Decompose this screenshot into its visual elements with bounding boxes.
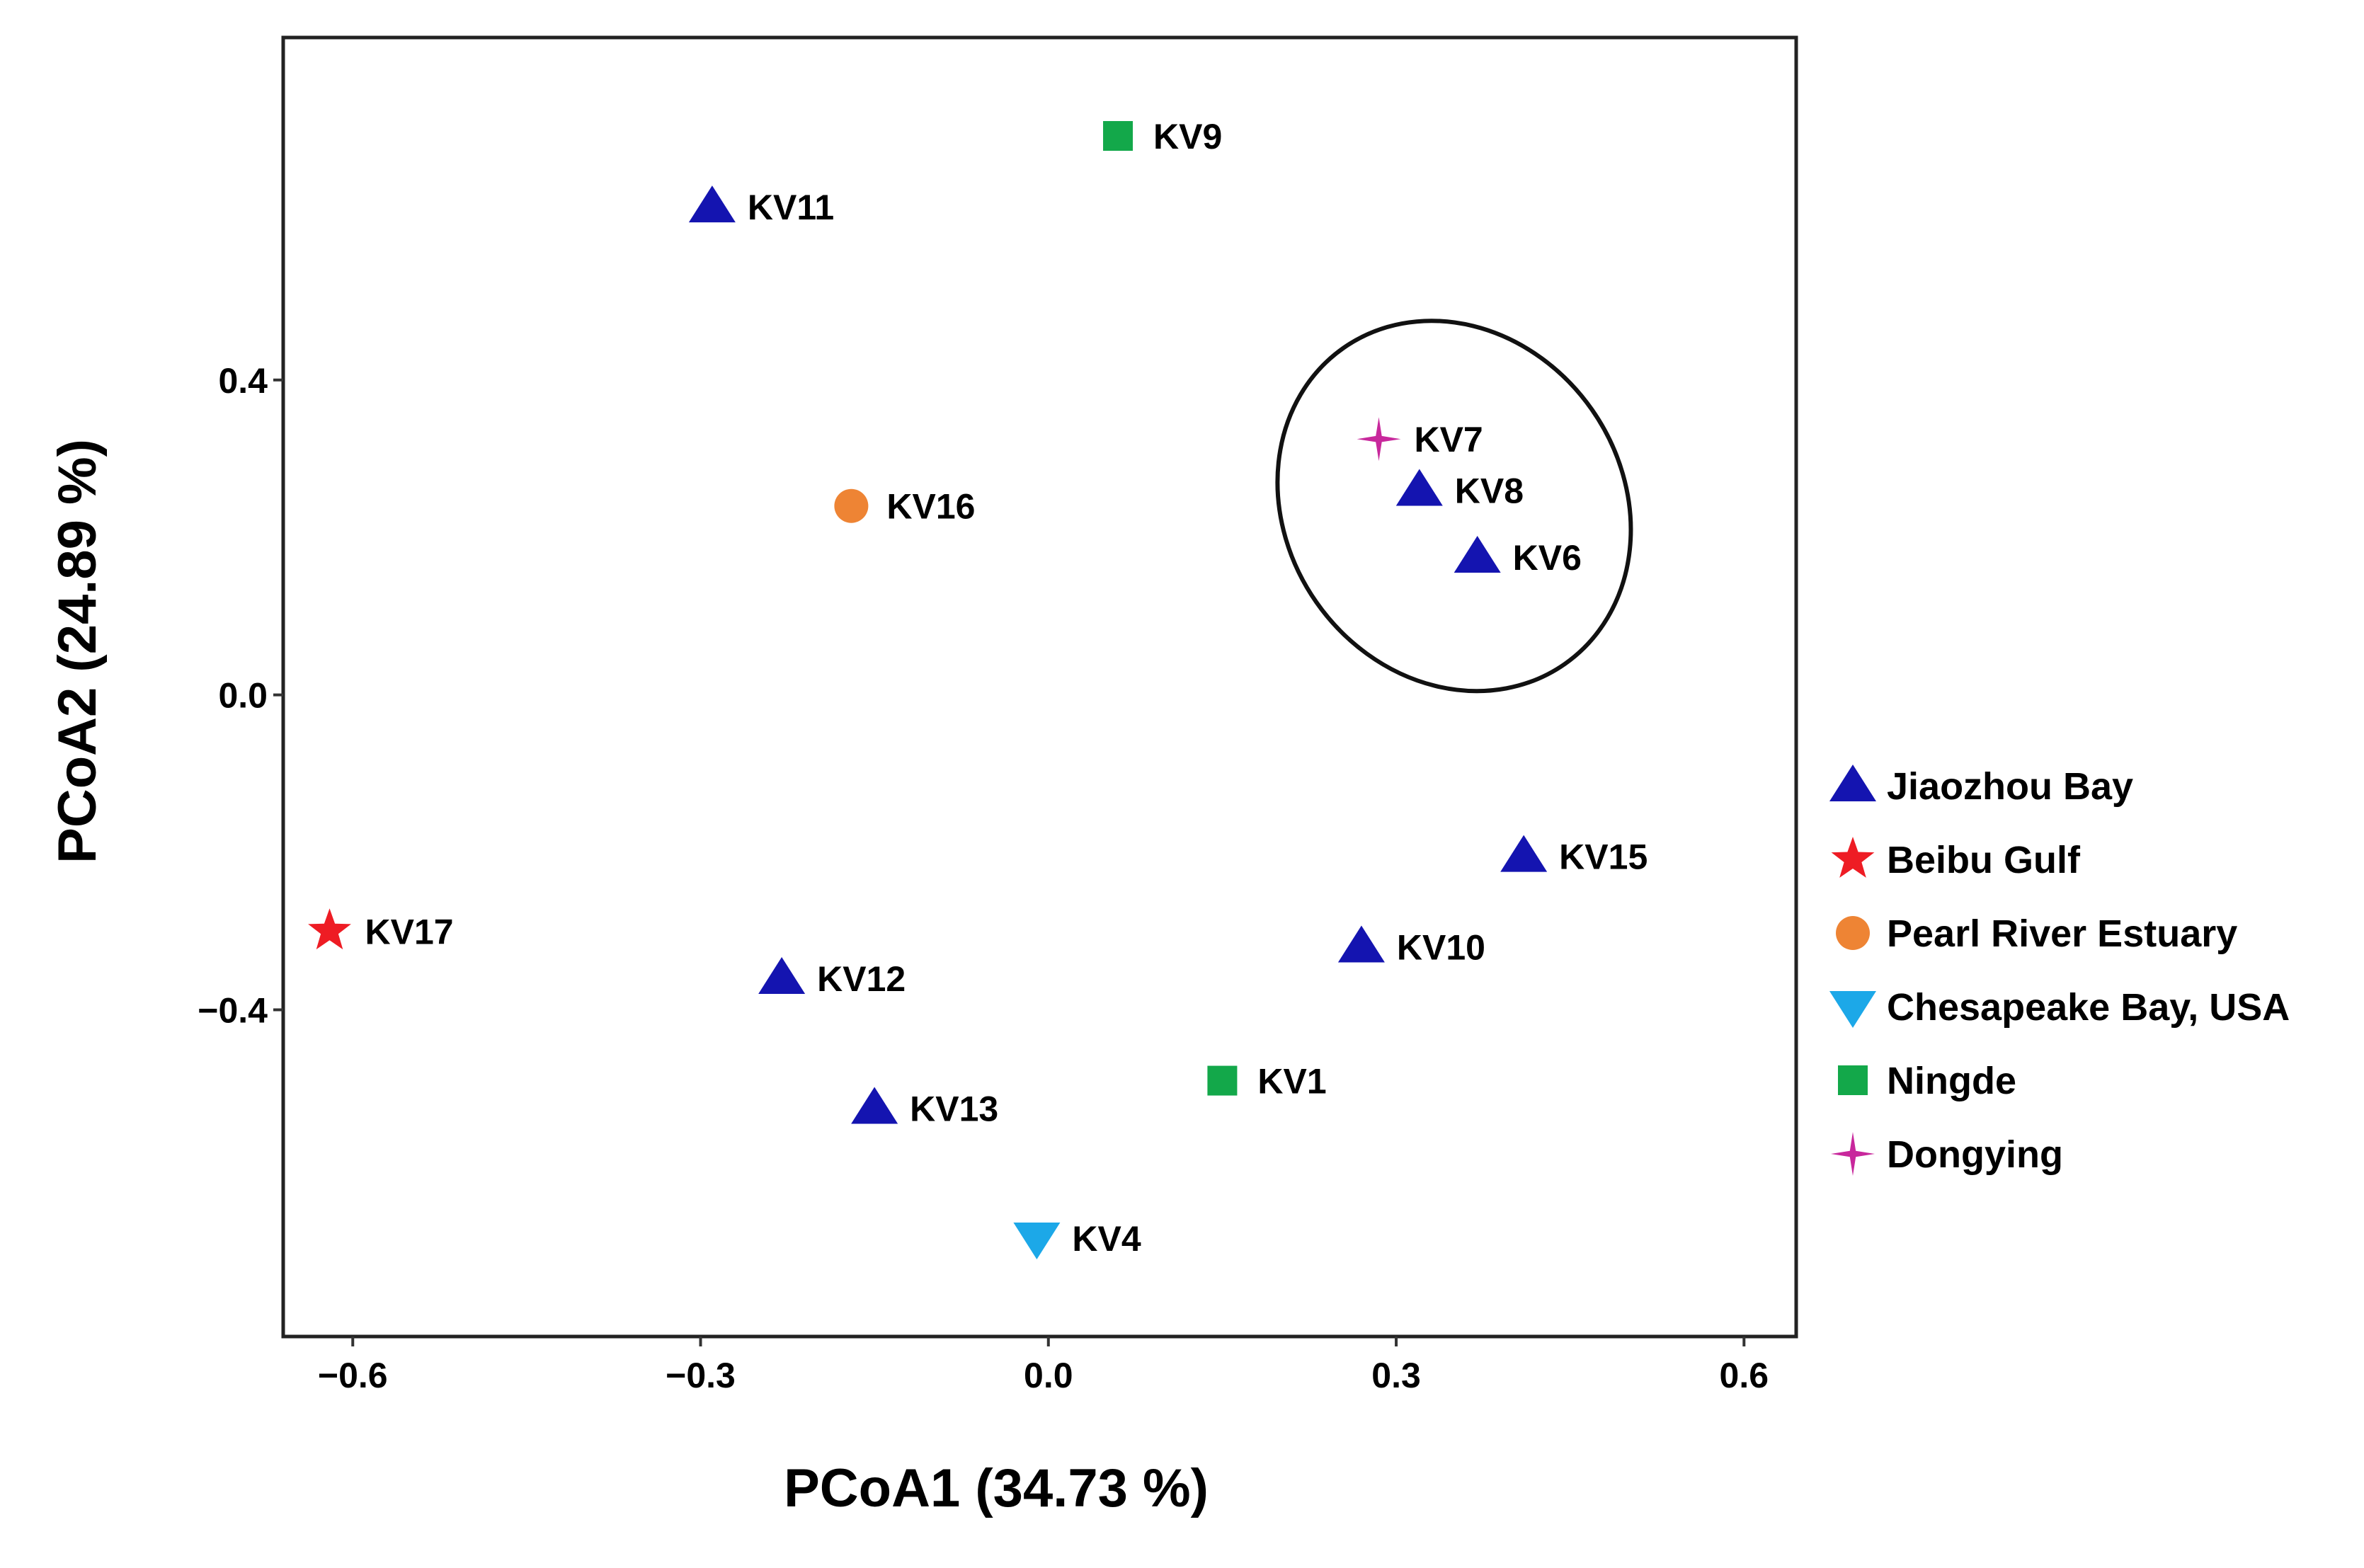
x-tick-label: 0.6 (1720, 1356, 1769, 1395)
point-label-kv8: KV8 (1455, 471, 1524, 510)
legend-key-pearl-river-estuary (1836, 916, 1870, 950)
x-tick-label: 0.0 (1024, 1356, 1073, 1395)
plot-panel (281, 35, 1798, 1339)
legend: Jiaozhou Bay Beibu Gulf Pearl River Estuar… (1829, 765, 2290, 1176)
y-tick-label: −0.4 (198, 990, 268, 1030)
x-tick-label: 0.3 (1371, 1356, 1421, 1395)
point-kv16 (834, 488, 869, 523)
y-tick-label: 0.0 (218, 676, 268, 716)
x-tick-label: −0.3 (666, 1356, 736, 1395)
legend-label: Chesapeake Bay, USA (1887, 986, 2290, 1029)
legend-label: Pearl River Estuary (1887, 912, 2237, 955)
point-label-kv1: KV1 (1257, 1062, 1326, 1101)
point-kv15 (1500, 835, 1548, 872)
point-kv1 (1207, 1065, 1238, 1096)
x-axis-ticks: −0.6 −0.3 0.0 0.3 0.6 (318, 1337, 1769, 1395)
legend-key-chesapeake-bay-usa (1829, 991, 1876, 1028)
legend-label: Ningde (1887, 1060, 2016, 1102)
x-axis-title: PCoA1 (34.73 %) (784, 1458, 1209, 1518)
point-label-kv16: KV16 (886, 487, 975, 527)
point-label-kv9: KV9 (1153, 117, 1222, 156)
y-tick-label: 0.4 (218, 361, 268, 401)
point-label-kv11: KV11 (748, 188, 834, 227)
point-label-kv6: KV6 (1513, 538, 1582, 578)
point-kv8 (1395, 469, 1443, 506)
data-points: KV9 KV11 KV7 KV8 KV16 KV6 KV15 KV17 KV10 KV12 KV1 K… (308, 117, 1648, 1259)
point-kv13 (851, 1087, 898, 1124)
legend-key-beibu-gulf (1831, 837, 1875, 878)
cluster-ellipse-layer (1275, 319, 1633, 694)
point-kv11 (688, 185, 736, 223)
legend-label: Jiaozhou Bay (1887, 765, 2133, 808)
legend-key-jiaozhou-bay (1829, 765, 1876, 801)
legend-label: Dongying (1887, 1133, 2063, 1176)
point-label-kv17: KV17 (365, 912, 454, 951)
legend-key-ningde (1838, 1065, 1868, 1095)
point-kv6 (1454, 536, 1501, 573)
point-label-kv13: KV13 (910, 1089, 998, 1128)
legend-label: Beibu Gulf (1887, 839, 2081, 881)
point-kv12 (758, 956, 806, 994)
point-label-kv10: KV10 (1397, 928, 1485, 968)
y-axis-title: PCoA2 (24.89 %) (47, 439, 108, 864)
point-kv17 (308, 908, 351, 950)
x-tick-label: −0.6 (318, 1356, 388, 1395)
point-label-kv15: KV15 (1559, 837, 1648, 877)
point-label-kv12: KV12 (817, 959, 906, 999)
point-label-kv4: KV4 (1072, 1219, 1141, 1259)
point-kv10 (1337, 925, 1385, 963)
point-label-kv7: KV7 (1414, 420, 1483, 459)
point-kv9 (1103, 121, 1134, 151)
cluster-ellipse (1275, 319, 1633, 694)
point-kv7 (1357, 417, 1401, 462)
y-axis-ticks: −0.4 0.0 0.4 (198, 361, 283, 1030)
point-kv4 (1013, 1222, 1061, 1259)
legend-key-dongying (1831, 1132, 1875, 1176)
